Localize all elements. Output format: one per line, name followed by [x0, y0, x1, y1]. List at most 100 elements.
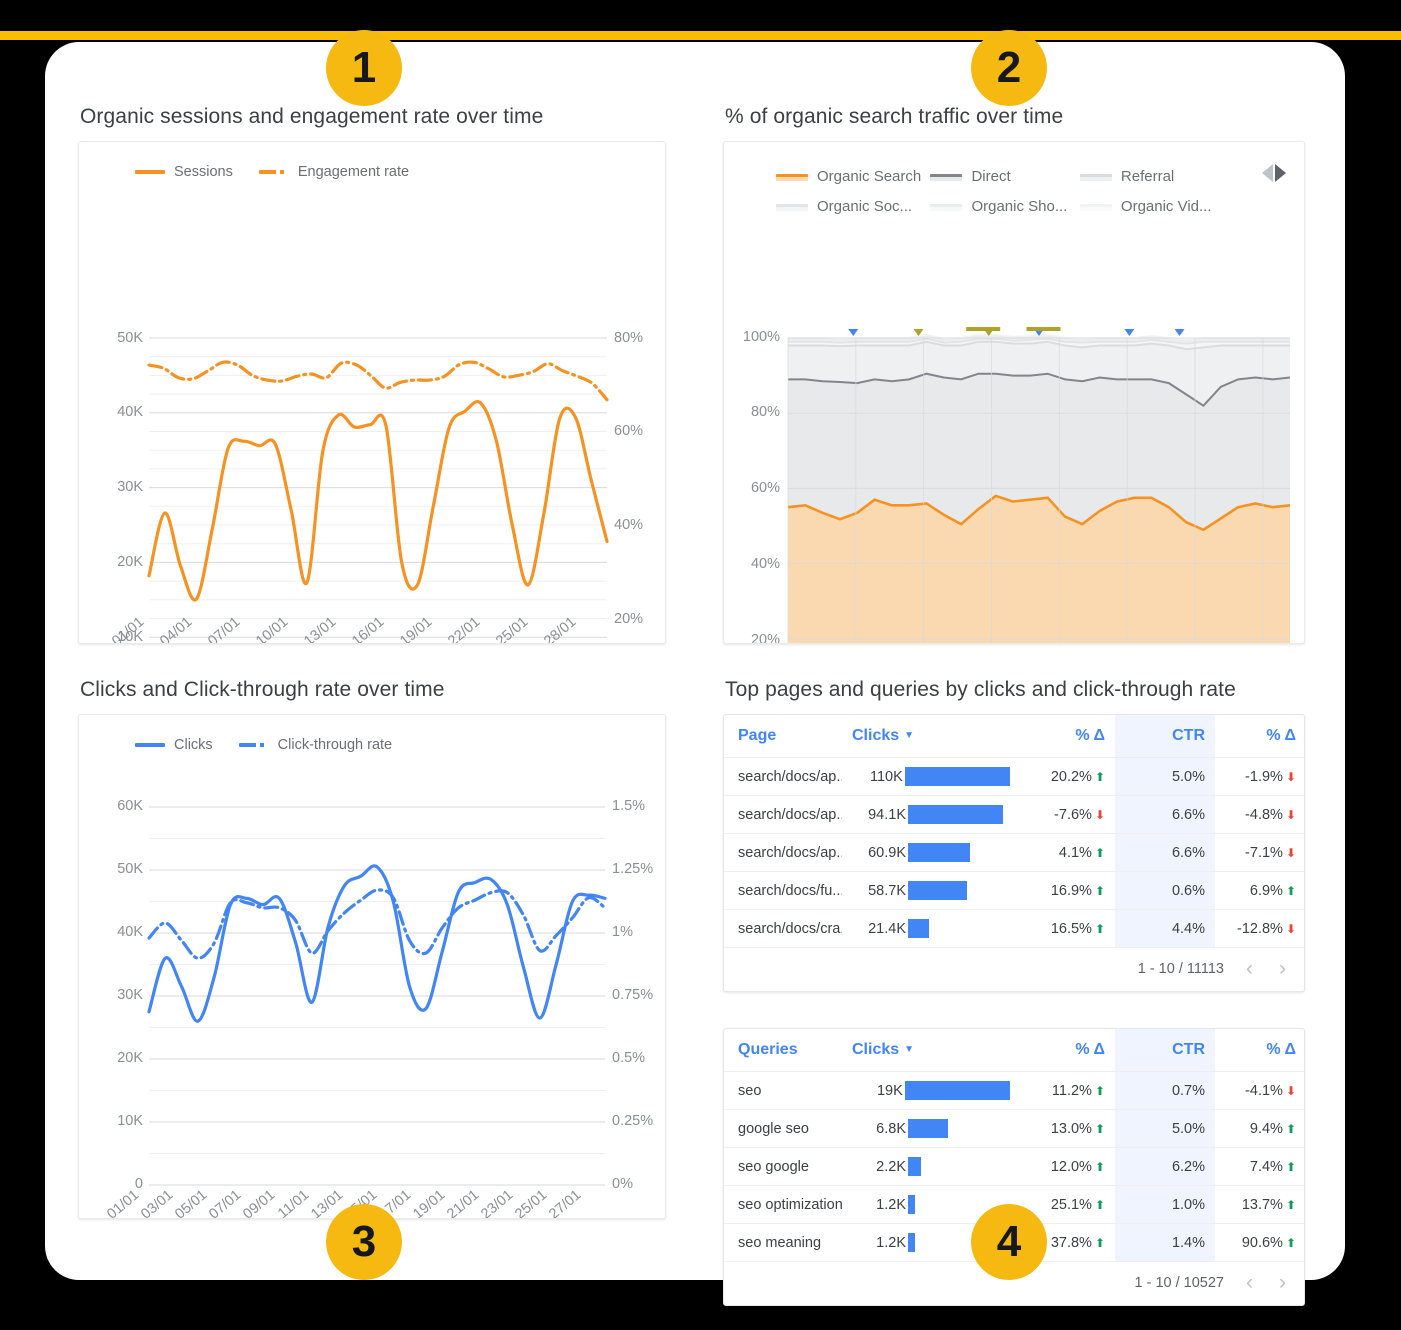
cell-clicks-bar: 110K [842, 757, 1020, 796]
cell-delta: -4.8% ⬇ [1215, 795, 1304, 834]
table-row[interactable]: google seo 6.8K 13.0% ⬆ 5.0% 9.4% ⬆ [724, 1109, 1304, 1148]
legend-item-direct[interactable]: Direct [930, 162, 1075, 192]
clicks-value: 1.2K [876, 1234, 906, 1251]
queries-next-page-icon[interactable]: › [1279, 1271, 1286, 1294]
cell-clicks-bar: 60.9K [842, 833, 1020, 872]
col-header-delta2[interactable]: % Δ [1215, 715, 1304, 758]
legend-label-organic-search: Organic Search [817, 168, 922, 185]
ytick-20pct: 20% [750, 632, 780, 644]
clicks-bar [908, 1157, 922, 1176]
cell-ctr: 4.4% [1115, 909, 1215, 948]
col-header-q-clicks[interactable]: Clicks ▼ [842, 1029, 1020, 1072]
chart-canvas-traffic-share [787, 327, 1291, 643]
table-top-pages[interactable]: Page Clicks ▼ % Δ CTR % Δ search/docs/ap.… [723, 714, 1305, 992]
clicks-value: 6.8K [876, 1120, 906, 1137]
arrow-up-icon: ⬆ [1094, 1121, 1105, 1136]
cell-label: search/docs/ap... [724, 757, 842, 796]
table-row[interactable]: seo optimization 1.2K 25.1% ⬆ 1.0% 13.7% ⬆ [724, 1185, 1304, 1224]
arrow-down-icon: ⬇ [1285, 921, 1296, 936]
cell-ctr: 6.6% [1115, 833, 1215, 872]
table-row[interactable]: seo 19K 11.2% ⬆ 0.7% -4.1% ⬇ [724, 1071, 1304, 1110]
col-header-q-delta1[interactable]: % Δ [1020, 1029, 1115, 1072]
legend-item-referral[interactable]: Referral [1079, 162, 1174, 192]
chart-organic-traffic-share[interactable]: Organic Search Direct Referral Organic S… [723, 141, 1305, 644]
legend-item-ctr[interactable]: Click-through rate [238, 737, 392, 753]
ytick-right-20pct: 20% [614, 611, 644, 627]
col-header-ctr[interactable]: CTR [1115, 715, 1215, 758]
legend-item-organic-social[interactable]: Organic Soc... [776, 192, 926, 222]
pages-prev-page-icon[interactable]: ‹ [1246, 957, 1253, 980]
col-header-page[interactable]: Page [724, 715, 842, 758]
col-header-delta1[interactable]: % Δ [1020, 715, 1115, 758]
legend-next-arrow-icon[interactable] [1275, 164, 1286, 182]
legend-clicks-ctr: Clicks Click-through rate [135, 737, 418, 753]
ytick-left-30k: 30K [117, 479, 143, 495]
legend-swatch-organic-search [776, 173, 808, 181]
clicks-value: 1.2K [876, 1196, 906, 1213]
cell-delta: 4.1% ⬆ [1020, 833, 1115, 872]
cell-ctr: 0.6% [1115, 871, 1215, 910]
legend-item-organic-search[interactable]: Organic Search [776, 162, 926, 192]
table-row[interactable]: search/docs/ap... 110K 20.2% ⬆ 5.0% -1.9% ⬇ [724, 757, 1304, 796]
cell-delta: 12.0% ⬆ [1020, 1147, 1115, 1186]
col-header-q-ctr[interactable]: CTR [1115, 1029, 1215, 1072]
ytick3-50k: 50K [117, 861, 143, 877]
pages-next-page-icon[interactable]: › [1279, 957, 1286, 980]
ytick3r-100: 1% [612, 924, 633, 940]
cell-delta: -12.8% ⬇ [1215, 909, 1304, 948]
queries-header-row: Queries Clicks ▼ % Δ CTR % Δ [724, 1029, 1304, 1072]
col-header-q-delta2[interactable]: % Δ [1215, 1029, 1304, 1072]
table-row[interactable]: search/docs/fu... 58.7K 16.9% ⬆ 0.6% 6.9% ⬆ [724, 871, 1304, 910]
arrow-up-icon: ⬆ [1094, 883, 1105, 898]
legend-label-sessions: Sessions [174, 164, 233, 180]
cell-delta: -4.1% ⬇ [1215, 1071, 1304, 1110]
arrow-down-icon: ⬇ [1285, 845, 1296, 860]
col-header-clicks[interactable]: Clicks ▼ [842, 715, 1020, 758]
chart-organic-sessions[interactable]: Sessions Engagement rate 50K 40K 30K 20K… [78, 141, 666, 644]
table-row[interactable]: seo google 2.2K 12.0% ⬆ 6.2% 7.4% ⬆ [724, 1147, 1304, 1186]
cell-label: search/docs/cra... [724, 909, 842, 948]
arrow-down-icon: ⬇ [1094, 807, 1105, 822]
cell-label: seo optimization [724, 1185, 842, 1224]
arrow-up-icon: ⬆ [1094, 1159, 1105, 1174]
legend-item-engagement-rate[interactable]: Engagement rate [258, 164, 410, 180]
annotation-badge-3: 3 [326, 1204, 402, 1280]
legend-swatch-engagement-rate [258, 170, 289, 174]
arrow-down-icon: ⬇ [1285, 769, 1296, 784]
ytick3r-025: 0.25% [612, 1113, 654, 1129]
table-row[interactable]: search/docs/ap... 60.9K 4.1% ⬆ 6.6% -7.1% ⬇ [724, 833, 1304, 872]
table-row[interactable]: search/docs/ap... 94.1K -7.6% ⬇ 6.6% -4.8% ⬇ [724, 795, 1304, 834]
annotation-badge-2: 2 [971, 30, 1047, 106]
legend-label-direct: Direct [971, 168, 1011, 185]
cell-clicks-bar: 19K [842, 1071, 1020, 1110]
cell-delta: 11.2% ⬆ [1020, 1071, 1115, 1110]
legend-organic-sessions: Sessions Engagement rate [135, 164, 435, 180]
arrow-up-icon: ⬆ [1094, 769, 1105, 784]
ytick3r-050: 0.5% [612, 1050, 646, 1066]
cell-clicks-bar: 94.1K [842, 795, 1020, 834]
table-top-queries[interactable]: Queries Clicks ▼ % Δ CTR % Δ seo 19K 11.2% ⬆… [723, 1028, 1305, 1306]
legend-item-sessions[interactable]: Sessions [135, 164, 233, 180]
legend-swatch-clicks [135, 743, 165, 747]
legend-swatch-organic-video [1079, 203, 1112, 211]
panel-organic-sessions: Organic sessions and engagement rate ove… [78, 105, 668, 644]
chart-clicks-ctr[interactable]: Clicks Click-through rate 60K 50K 40K 30… [78, 714, 666, 1219]
pages-header-row: Page Clicks ▼ % Δ CTR % Δ [724, 715, 1304, 758]
legend-swatch-organic-social [776, 203, 808, 211]
table-row[interactable]: search/docs/cra... 21.4K 16.5% ⬆ 4.4% -12.8% ⬇ [724, 909, 1304, 948]
queries-prev-page-icon[interactable]: ‹ [1246, 1271, 1253, 1294]
annotation-badge-4: 4 [971, 1204, 1047, 1280]
cell-delta: 20.2% ⬆ [1020, 757, 1115, 796]
legend-item-organic-video[interactable]: Organic Vid... [1079, 192, 1212, 222]
legend-item-clicks[interactable]: Clicks [135, 737, 213, 753]
cell-label: seo [724, 1071, 842, 1110]
legend-label-engagement-rate: Engagement rate [297, 164, 410, 180]
cell-delta: -7.6% ⬇ [1020, 795, 1115, 834]
cell-clicks-bar: 6.8K [842, 1109, 1020, 1148]
arrow-up-icon: ⬆ [1285, 1121, 1296, 1136]
col-header-queries[interactable]: Queries [724, 1029, 842, 1072]
ytick3-40k: 40K [117, 924, 143, 940]
legend-item-organic-shopping[interactable]: Organic Sho... [930, 192, 1075, 222]
legend-pager[interactable] [1262, 164, 1286, 182]
legend-prev-arrow-icon[interactable] [1262, 164, 1273, 182]
